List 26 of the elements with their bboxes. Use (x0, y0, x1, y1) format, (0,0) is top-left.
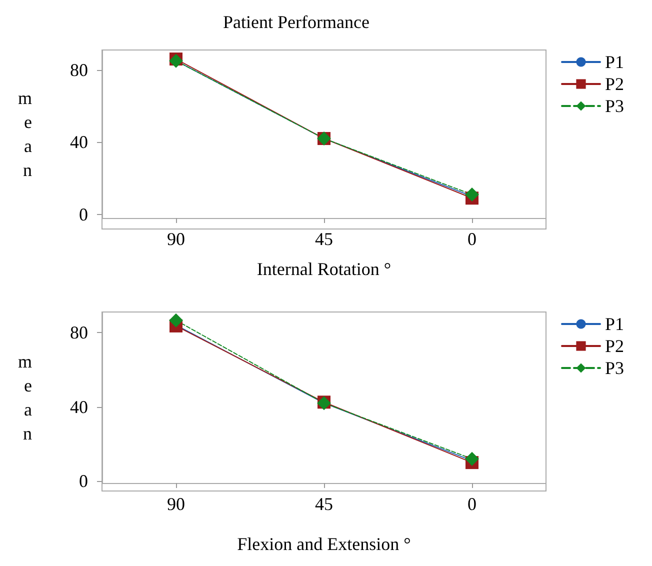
legend-label: P2 (605, 74, 624, 94)
point (169, 313, 183, 328)
x-tick-label: 90 (167, 494, 185, 514)
legend-label: P1 (605, 314, 624, 334)
point (465, 188, 479, 202)
x-tick-label: 0 (468, 494, 476, 514)
y-tick-label: 80 (70, 60, 88, 80)
y-tick-label: 40 (70, 396, 88, 417)
y-tick-label: 80 (70, 322, 88, 342)
chart-title: Patient Performance (223, 12, 370, 32)
y-axis-title: mean (18, 88, 32, 180)
x-tick-label: 45 (315, 494, 333, 514)
legend-label: P2 (605, 336, 624, 356)
x-tick-label: 45 (315, 229, 333, 249)
y-tick-label: 0 (79, 204, 88, 224)
x-tick-label: 0 (468, 229, 476, 249)
point (465, 452, 479, 466)
x-axis-title: Flexion and Extension ° (237, 534, 411, 554)
legend-label: P3 (605, 358, 624, 378)
x-tick-label: 90 (167, 229, 185, 249)
x-axis-title: Internal Rotation ° (256, 259, 392, 279)
legend-label: P3 (605, 96, 624, 116)
y-tick-label: 40 (70, 132, 88, 152)
y-tick-label: 0 (79, 471, 88, 492)
y-axis-title: mean (18, 352, 32, 444)
legend-label: P1 (605, 52, 624, 72)
